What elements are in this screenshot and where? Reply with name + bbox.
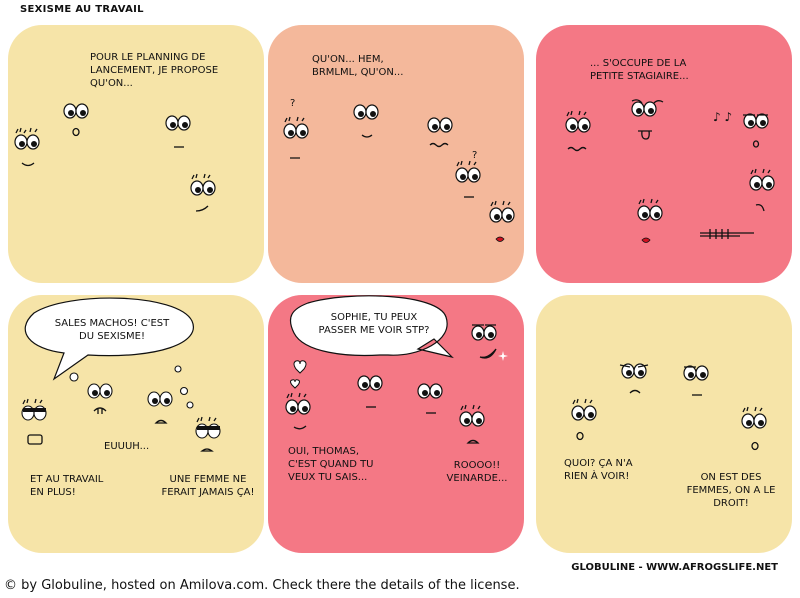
panel-6-faces (571, 363, 767, 451)
panel-1-caption: POUR LE PLANNING DE LANCEMENT, JE PROPOS… (90, 52, 219, 89)
speech-bubble-text: SALES MACHOS! C'EST DU SEXISME! (54, 318, 170, 342)
panel-3-caption: ... S'OCCUPE DE LA PETITE STAGIAIRE... (590, 58, 689, 82)
music-notes: ♪ ♪ (713, 110, 733, 124)
panel-6-text-left: QUOI? ÇA N'A RIEN À VOIR! (564, 458, 633, 482)
panel-4: SALES MACHOS! C'EST DU SEXISME! EUUUH...… (8, 295, 264, 553)
panel-2-faces (283, 104, 515, 242)
panel-2: QU'ON... HEM, BRMLML, QU'ON... ? ? (268, 25, 524, 283)
comic-title: SEXISME AU TRAVAIL (20, 4, 144, 15)
panel-5: SOPHIE, TU PEUX PASSER ME VOIR STP? OUI,… (268, 295, 524, 553)
panel-2-caption: QU'ON... HEM, BRMLML, QU'ON... (312, 54, 404, 78)
panel-4-text-right: UNE FEMME NE FERAIT JAMAIS ÇA! (161, 474, 255, 498)
panel-4-drawing (21, 297, 221, 452)
panel-6: QUOI? ÇA N'A RIEN À VOIR! ON EST DES FEM… (536, 295, 792, 553)
panel-5-text-right: ROOOO!! VEINARDE... (446, 460, 508, 484)
panel-4-text-left: ET AU TRAVAIL EN PLUS! (30, 474, 104, 498)
panel-6-text-right: ON EST DES FEMMES, ON A LE DROIT! (686, 472, 776, 509)
question-mark: ? (472, 150, 478, 161)
panel-1-faces (14, 103, 216, 212)
speech-bubble-text: SOPHIE, TU PEUX PASSER ME VOIR STP? (318, 312, 430, 336)
question-mark: ? (290, 98, 296, 109)
panel-3: ... S'OCCUPE DE LA PETITE STAGIAIRE... ♪… (536, 25, 792, 283)
author-credit: GLOBULINE - WWW.AFROGSLIFE.NET (571, 562, 778, 573)
panel-5-drawing (285, 295, 508, 444)
license-footer: © by Globuline, hosted on Amilova.com. C… (4, 578, 520, 593)
panel-4-text-euuuh: EUUUH... (104, 441, 150, 452)
panel-1: POUR LE PLANNING DE LANCEMENT, JE PROPOS… (8, 25, 264, 283)
panel-5-text-left: OUI, THOMAS, C'EST QUAND TU VEUX TU SAIS… (288, 446, 374, 483)
panel-3-faces (565, 99, 775, 243)
